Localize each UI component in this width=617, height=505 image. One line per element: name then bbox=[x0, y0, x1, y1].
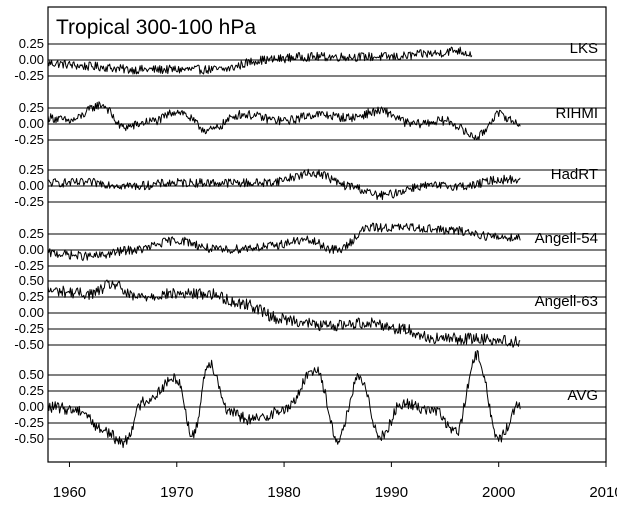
series-label: LKS bbox=[570, 40, 598, 57]
x-tick-label: 1970 bbox=[160, 484, 193, 501]
x-tick-label: 2000 bbox=[482, 484, 515, 501]
x-tick-label: 1960 bbox=[53, 484, 86, 501]
y-tick-label: 0.25 bbox=[19, 383, 44, 398]
series-line bbox=[47, 350, 521, 449]
series-line bbox=[47, 222, 521, 262]
y-tick-label: 0.50 bbox=[19, 367, 44, 382]
y-tick-label: 0.00 bbox=[19, 116, 44, 131]
series-line bbox=[47, 168, 521, 201]
series-line bbox=[47, 279, 521, 348]
y-tick-label: 0.25 bbox=[19, 226, 44, 241]
grid bbox=[48, 43, 606, 440]
y-tick-label: -0.25 bbox=[14, 194, 44, 209]
series-label: RIHMI bbox=[556, 105, 599, 122]
y-tick-label: -0.50 bbox=[14, 431, 44, 446]
series-label: AVG bbox=[567, 387, 598, 404]
y-tick-label: 0.00 bbox=[19, 178, 44, 193]
series-group bbox=[47, 46, 521, 449]
series-label: Angell-63 bbox=[535, 293, 598, 310]
y-tick-label: 0.25 bbox=[19, 162, 44, 177]
y-tick-label: -0.25 bbox=[14, 415, 44, 430]
label-group: 0.250.00-0.25LKS0.250.00-0.25RIHMI0.250.… bbox=[14, 36, 617, 501]
y-tick-label: 0.00 bbox=[19, 52, 44, 67]
series-line bbox=[47, 101, 521, 141]
y-tick-label: -0.25 bbox=[14, 132, 44, 147]
chart-title: Tropical 300-100 hPa bbox=[56, 16, 256, 39]
y-tick-label: -0.25 bbox=[14, 258, 44, 273]
x-tick-label: 2010 bbox=[589, 484, 617, 501]
y-tick-label: -0.50 bbox=[14, 337, 44, 352]
x-tick-label: 1990 bbox=[375, 484, 408, 501]
series-label: Angell-54 bbox=[535, 230, 598, 247]
y-tick-label: 0.00 bbox=[19, 399, 44, 414]
x-tick-label: 1980 bbox=[267, 484, 300, 501]
y-tick-label: -0.25 bbox=[14, 321, 44, 336]
y-tick-label: 0.25 bbox=[19, 100, 44, 115]
y-tick-label: 0.00 bbox=[19, 305, 44, 320]
series-label: HadRT bbox=[551, 166, 598, 183]
y-tick-label: 0.25 bbox=[19, 289, 44, 304]
series-line bbox=[47, 46, 473, 75]
y-tick-label: 0.00 bbox=[19, 242, 44, 257]
y-tick-label: 0.50 bbox=[19, 273, 44, 288]
y-tick-label: -0.25 bbox=[14, 68, 44, 83]
y-tick-label: 0.25 bbox=[19, 36, 44, 51]
